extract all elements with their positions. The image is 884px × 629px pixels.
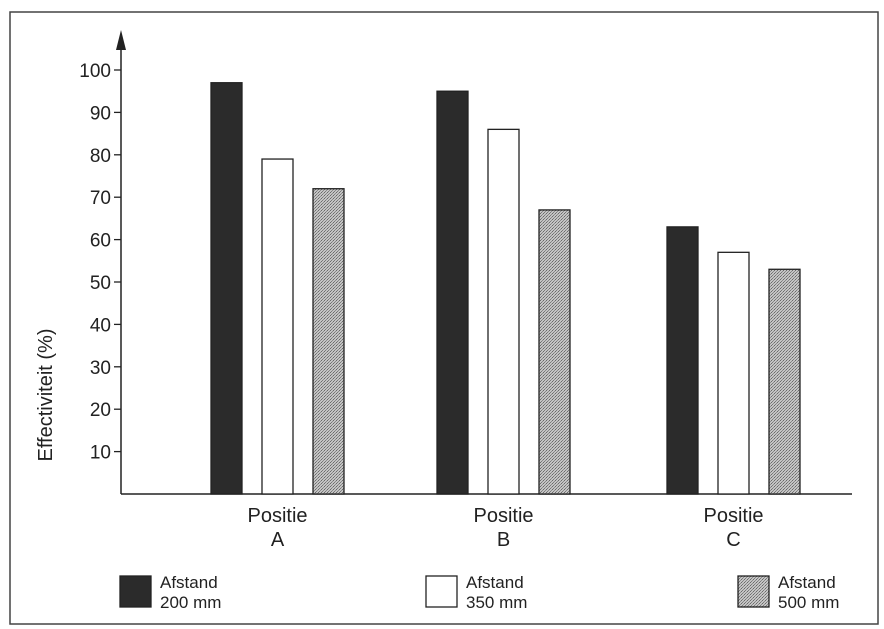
y-axis-label: Effectiviteit (%) [35,329,57,462]
y-axis-arrow [116,30,126,50]
x-category-label: Positie [703,505,763,527]
x-category-label: A [271,529,285,551]
bar [769,269,800,494]
bar [667,227,698,494]
legend-label: Afstand [778,573,836,592]
legend-label: 350 mm [466,593,527,612]
y-tick-label: 70 [90,188,111,209]
legend-label: Afstand [160,573,218,592]
y-tick-label: 10 [90,443,111,464]
legend-swatch [738,576,769,607]
bar [488,129,519,494]
legend-label: Afstand [466,573,524,592]
bar [211,83,242,494]
y-tick-label: 60 [90,231,111,252]
y-tick-label: 50 [90,273,111,294]
bar [262,159,293,494]
bar [539,210,570,494]
bar [313,189,344,494]
legend-swatch [426,576,457,607]
y-tick-label: 30 [90,358,111,379]
y-tick-label: 80 [90,146,111,167]
legend-label: 200 mm [160,593,221,612]
y-tick-label: 40 [90,315,111,336]
chart-bars [211,83,800,494]
bar [718,252,749,494]
x-category-label: B [497,529,510,551]
x-category-label: C [726,529,740,551]
x-category-label: Positie [247,505,307,527]
y-tick-label: 20 [90,400,111,421]
y-tick-label: 90 [90,103,111,124]
legend-label: 500 mm [778,593,839,612]
legend-swatch [120,576,151,607]
bar [437,91,468,494]
x-category-label: Positie [473,505,533,527]
y-tick-label: 100 [79,61,111,82]
